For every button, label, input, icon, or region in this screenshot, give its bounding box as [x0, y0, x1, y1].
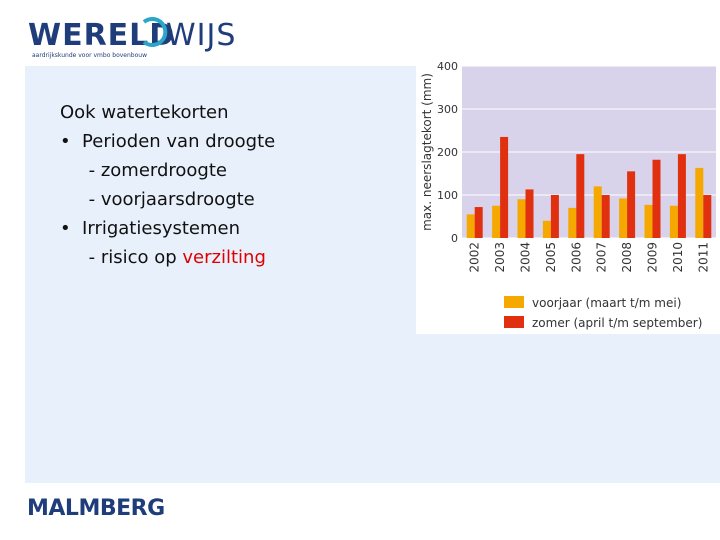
y-axis-label: max. neerslagtekort (mm): [420, 73, 434, 231]
slide-line-last: - risico op verzilting: [60, 243, 275, 272]
bar-zomer: [703, 195, 712, 238]
x-tick-label: 2003: [493, 242, 507, 273]
bar-voorjaar: [593, 186, 602, 238]
bar-zomer: [576, 154, 585, 238]
legend-swatch: [504, 296, 524, 308]
bar-voorjaar: [492, 205, 501, 238]
logo-tagline: aardrijkskunde voor vmbo bovenbouw: [32, 52, 147, 59]
header: WERELD WIJS aardrijkskunde voor vmbo bov…: [0, 0, 720, 66]
bar-zomer: [525, 189, 534, 238]
bar-zomer: [550, 195, 559, 238]
logo-wereld: WERELD: [28, 18, 176, 53]
x-tick-label: 2007: [595, 242, 609, 273]
slide-body: Ook watertekorten • Perioden van droogte…: [60, 98, 275, 272]
x-tick-label: 2011: [696, 242, 710, 273]
bar-voorjaar: [644, 204, 653, 238]
bar-voorjaar: [619, 198, 628, 238]
bar-voorjaar: [542, 220, 551, 238]
x-tick-label: 2004: [519, 242, 533, 273]
bar-zomer: [652, 159, 661, 238]
bar-voorjaar: [466, 214, 475, 238]
x-tick-label: 2005: [544, 242, 558, 273]
legend-swatch: [504, 316, 524, 328]
logo-wijs: WIJS: [166, 18, 237, 53]
x-tick-label: 2002: [468, 242, 482, 273]
slide-line: • Perioden van droogte: [60, 131, 276, 152]
y-tick-label: 200: [437, 146, 458, 159]
x-tick-label: 2010: [671, 242, 685, 273]
y-tick-label: 100: [437, 189, 458, 202]
slide-line: Ook watertekorten: [60, 102, 229, 123]
chart-container: 0 100 200 300 400 max. neerslagtekort (mm) 200…: [416, 58, 720, 334]
bar-voorjaar: [695, 167, 704, 238]
slide-line-prefix: - risico op: [60, 247, 183, 268]
bar-voorjaar: [517, 199, 526, 238]
bar-zomer: [601, 195, 610, 238]
bar-zomer: [500, 136, 509, 238]
bar-zomer: [474, 207, 483, 238]
x-tick-label: 2009: [646, 242, 660, 273]
legend-label: zomer (april t/m september): [532, 316, 702, 330]
y-tick-label: 0: [451, 232, 458, 245]
y-tick-label: 400: [437, 60, 458, 73]
legend-label: voorjaar (maart t/m mei): [532, 296, 681, 310]
x-tick-label: 2008: [620, 242, 634, 273]
slide-line: - voorjaarsdroogte: [60, 189, 255, 210]
bar-voorjaar: [669, 205, 678, 238]
malmberg-logo: MALMBERG: [27, 496, 165, 521]
bar-zomer: [627, 171, 636, 238]
highlight-word: verzilting: [182, 247, 266, 268]
y-tick-label: 300: [437, 103, 458, 116]
bar-zomer: [677, 154, 686, 238]
logo-circle-icon: [142, 17, 168, 47]
x-tick-label: 2006: [569, 242, 583, 273]
slide-line: • Irrigatiesystemen: [60, 218, 240, 239]
slide-line: - zomerdroogte: [60, 160, 227, 181]
bar-voorjaar: [568, 207, 577, 238]
